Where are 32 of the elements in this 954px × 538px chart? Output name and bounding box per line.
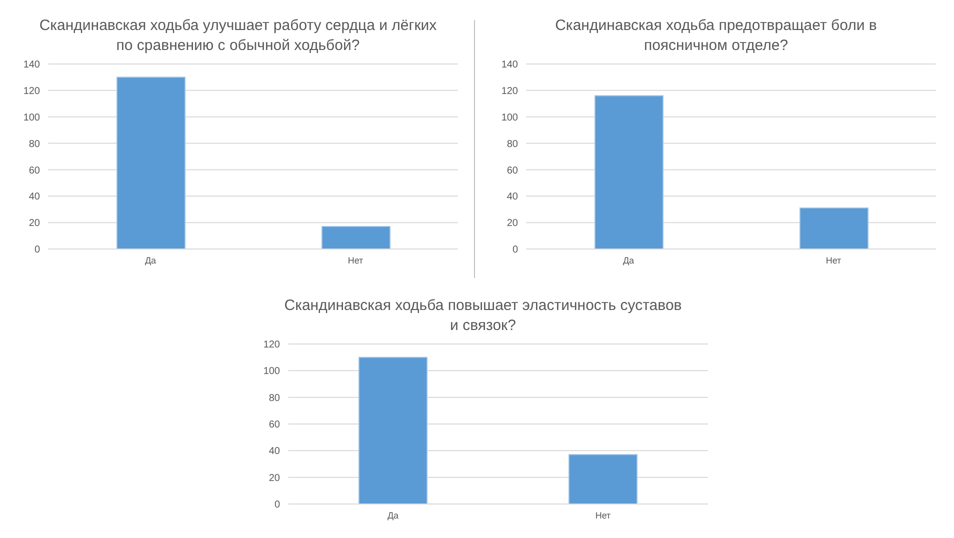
y-tick-label: 0	[34, 244, 40, 256]
y-tick-label: 80	[506, 138, 518, 150]
y-tick-label: 100	[263, 366, 280, 378]
y-tick-label: 0	[512, 244, 518, 256]
chart-title: Скандинавская ходьба предотвращает боли в поясничном отделе?	[554, 16, 878, 56]
y-tick-label: 60	[268, 420, 280, 431]
x-tick-label: Нет	[595, 510, 611, 520]
x-tick-label: Да	[622, 255, 634, 266]
y-tick-label: 20	[28, 218, 40, 230]
y-tick-label: 100	[501, 112, 518, 124]
x-tick-label: Да	[144, 255, 156, 266]
x-tick-label: Нет	[826, 255, 842, 266]
y-tick-label: 120	[263, 340, 280, 351]
y-tick-label: 40	[506, 192, 518, 203]
y-tick-label: 140	[23, 60, 40, 71]
y-tick-label: 140	[501, 60, 518, 71]
chart-title: Скандинавская ходьба повышает эластичность суставов и связок?	[283, 296, 683, 336]
y-tick-label: 40	[268, 446, 280, 458]
y-tick-label: 60	[28, 165, 40, 176]
chart-title: Скандинавская ходьба улучшает работу сердца и лёгких по сравнению с обычной ходьбой?	[38, 16, 438, 56]
y-tick-label: 80	[268, 392, 280, 404]
y-tick-label: 20	[268, 472, 280, 484]
x-tick-label: Нет	[348, 255, 364, 266]
y-tick-label: 0	[274, 500, 280, 511]
y-tick-label: 120	[501, 86, 518, 97]
y-tick-label: 60	[506, 165, 518, 176]
y-tick-label: 100	[23, 112, 40, 124]
y-tick-label: 20	[506, 218, 518, 230]
y-tick-label: 120	[23, 86, 40, 97]
x-tick-label: Да	[387, 510, 399, 520]
y-tick-label: 80	[28, 138, 40, 150]
y-tick-label: 40	[28, 192, 40, 203]
